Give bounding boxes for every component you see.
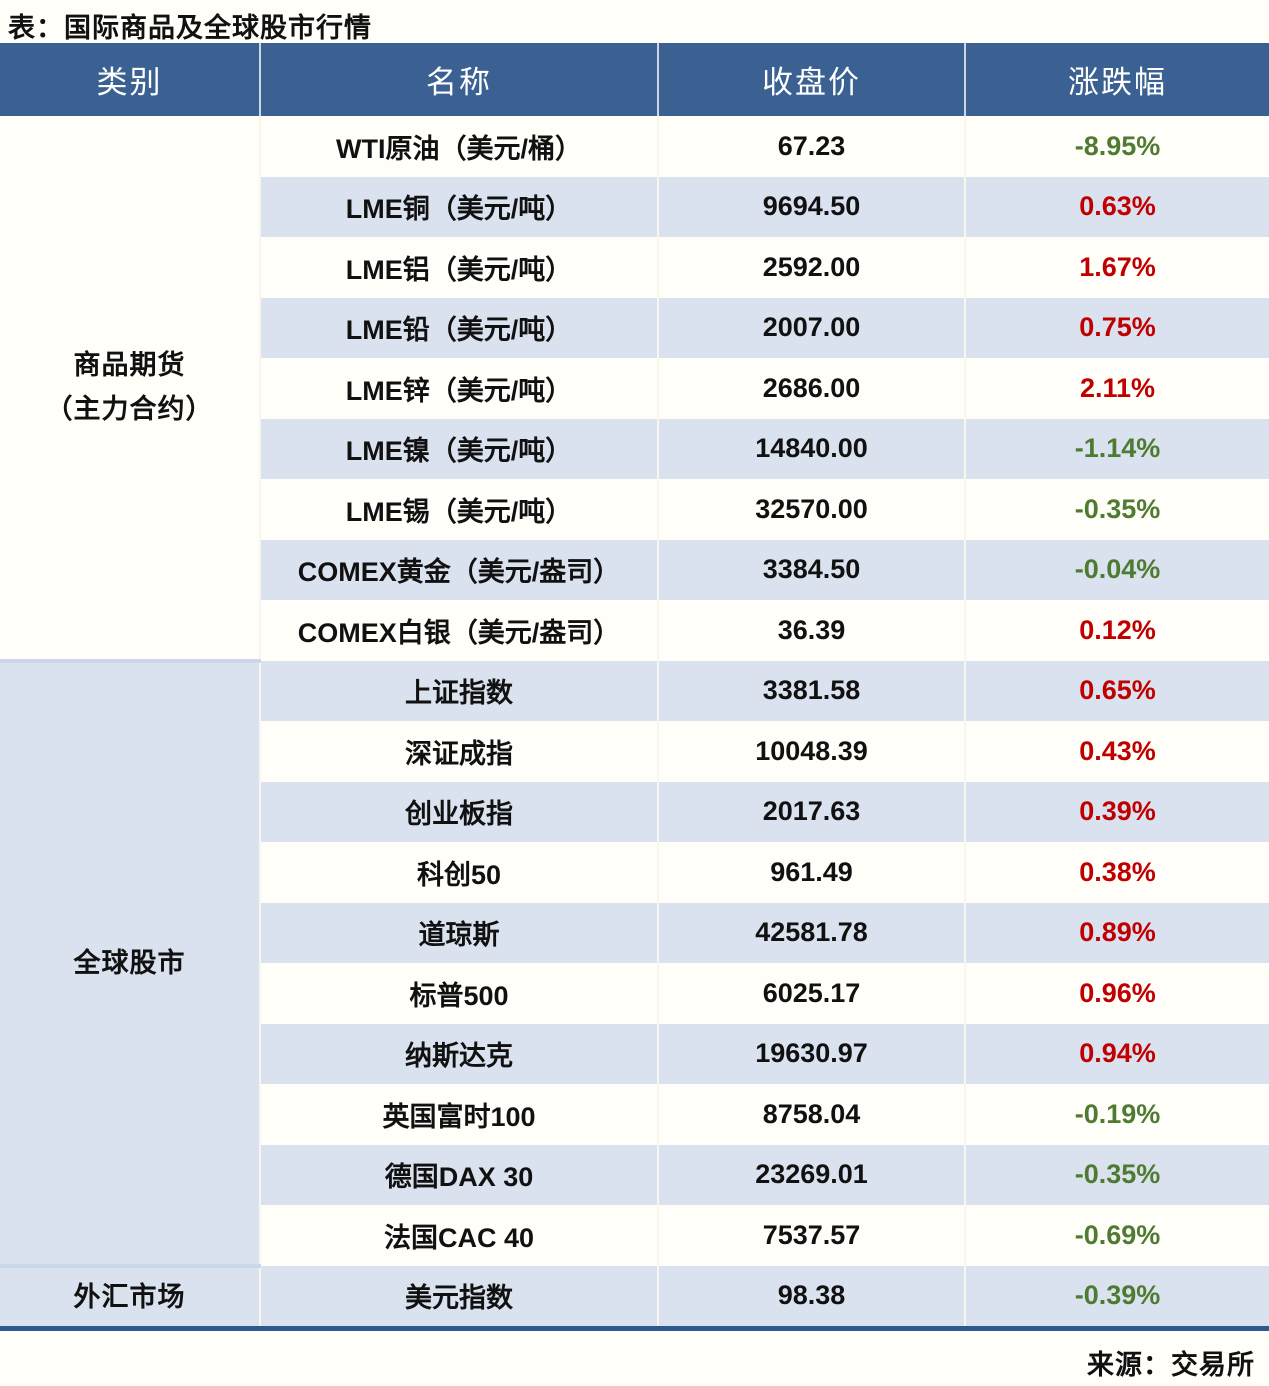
table-row: LME铝（美元/吨） 2592.00 1.67% bbox=[0, 237, 1269, 298]
change-pct-cell: -0.39% bbox=[965, 1265, 1269, 1326]
table-row: COMEX白银（美元/盎司） 36.39 0.12% bbox=[0, 600, 1269, 661]
name-cell: 深证成指 bbox=[260, 721, 659, 782]
name-cell: 美元指数 bbox=[260, 1265, 659, 1326]
table-row: 商品期货 （主力合约） WTI原油（美元/桶） 67.23 -8.95% bbox=[0, 116, 1269, 663]
change-pct-cell: -0.69% bbox=[1074, 1219, 1161, 1250]
header-cell-change: 涨跌幅 bbox=[965, 43, 1269, 116]
close-price-cell: 98.38 bbox=[658, 1265, 966, 1326]
close-price-cell: 2686.00 bbox=[658, 358, 966, 419]
change-pct-cell: 0.12% bbox=[1079, 614, 1156, 645]
change-pct-cell: 0.43% bbox=[1079, 735, 1156, 766]
change-pct-cell: -0.35% bbox=[965, 1144, 1269, 1205]
change-pct-cell: 0.38% bbox=[1079, 856, 1156, 887]
name-cell: 道琼斯 bbox=[260, 902, 659, 963]
source-label: 来源：交易所 bbox=[1087, 1350, 1255, 1380]
name-cell: 科创50 bbox=[260, 842, 659, 903]
change-pct-cell: -0.04% bbox=[965, 539, 1269, 600]
change-pct-cell: -0.19% bbox=[1074, 1098, 1161, 1129]
category-cell: 外汇市场 bbox=[0, 1265, 261, 1326]
table-row: 法国CAC 40 7537.57 -0.69% bbox=[0, 1205, 1269, 1266]
page-title: 表：国际商品及全球股市行情 bbox=[8, 13, 372, 43]
table-row: 德国DAX 30 23269.01 -0.35% bbox=[0, 1144, 1269, 1205]
table-row: COMEX黄金（美元/盎司） 3384.50 -0.04% bbox=[0, 539, 1269, 600]
table-body: 商品期货 （主力合约） WTI原油（美元/桶） 67.23 -8.95% LME铜（美元/… bbox=[0, 116, 1269, 1326]
name-cell: COMEX黄金（美元/盎司） bbox=[260, 539, 659, 600]
table-row: 深证成指 10048.39 0.43% bbox=[0, 721, 1269, 782]
table-row: 全球股市 上证指数 3381.58 0.65% bbox=[0, 660, 1269, 1268]
close-price-cell: 2007.00 bbox=[658, 297, 966, 358]
table-row: LME铅（美元/吨） 2007.00 0.75% bbox=[0, 297, 1269, 358]
name-cell: WTI原油（美元/桶） bbox=[260, 116, 659, 177]
table-row: 科创50 961.49 0.38% bbox=[0, 842, 1269, 903]
table-bottom-border bbox=[0, 1326, 1269, 1331]
name-cell: 上证指数 bbox=[260, 660, 659, 721]
close-price-cell: 3381.58 bbox=[658, 660, 966, 721]
category-cell: 全球股市 bbox=[0, 660, 261, 1268]
table-row: 外汇市场 美元指数 98.38 -0.39% bbox=[0, 1265, 1269, 1326]
table-row: LME锌（美元/吨） 2686.00 2.11% bbox=[0, 358, 1269, 419]
name-cell: 英国富时100 bbox=[260, 1084, 659, 1145]
close-price-cell: 2017.63 bbox=[658, 781, 966, 842]
header-cell-close: 收盘价 bbox=[658, 43, 966, 116]
change-pct-cell: 0.63% bbox=[965, 176, 1269, 237]
change-pct-cell: 0.39% bbox=[965, 781, 1269, 842]
close-price-cell: 961.49 bbox=[658, 842, 966, 903]
change-pct-cell: 0.96% bbox=[1079, 977, 1156, 1008]
change-pct-cell: 0.75% bbox=[965, 297, 1269, 358]
table-row: LME锡（美元/吨） 32570.00 -0.35% bbox=[0, 479, 1269, 540]
close-price-cell: 14840.00 bbox=[658, 418, 966, 479]
name-cell: 纳斯达克 bbox=[260, 1023, 659, 1084]
name-cell: LME铅（美元/吨） bbox=[260, 297, 659, 358]
name-cell: LME锡（美元/吨） bbox=[260, 479, 659, 540]
change-pct-cell: 1.67% bbox=[1079, 251, 1156, 282]
close-price-cell: 36.39 bbox=[658, 600, 966, 661]
close-price-cell: 23269.01 bbox=[658, 1144, 966, 1205]
header-cell-category: 类别 bbox=[0, 43, 261, 116]
change-pct-cell: -8.95% bbox=[1074, 130, 1161, 161]
change-pct-cell: -0.35% bbox=[1074, 493, 1161, 524]
table-row: 道琼斯 42581.78 0.89% bbox=[0, 902, 1269, 963]
close-price-cell: 8758.04 bbox=[658, 1084, 966, 1145]
name-cell: 法国CAC 40 bbox=[260, 1205, 659, 1266]
name-cell: LME铜（美元/吨） bbox=[260, 176, 659, 237]
change-pct-cell: -1.14% bbox=[965, 418, 1269, 479]
close-price-cell: 10048.39 bbox=[658, 721, 966, 782]
close-price-cell: 7537.57 bbox=[658, 1205, 966, 1266]
header-cell-name: 名称 bbox=[260, 43, 659, 116]
table-row: 纳斯达克 19630.97 0.94% bbox=[0, 1023, 1269, 1084]
name-cell: 标普500 bbox=[260, 963, 659, 1024]
change-pct-cell: 0.89% bbox=[965, 902, 1269, 963]
name-cell: 创业板指 bbox=[260, 781, 659, 842]
table-row: LME镍（美元/吨） 14840.00 -1.14% bbox=[0, 418, 1269, 479]
table-row: LME铜（美元/吨） 9694.50 0.63% bbox=[0, 176, 1269, 237]
table-row: 创业板指 2017.63 0.39% bbox=[0, 781, 1269, 842]
table-row: 英国富时100 8758.04 -0.19% bbox=[0, 1084, 1269, 1145]
change-pct-cell: 0.94% bbox=[965, 1023, 1269, 1084]
close-price-cell: 19630.97 bbox=[658, 1023, 966, 1084]
close-price-cell: 67.23 bbox=[658, 116, 966, 177]
name-cell: LME铝（美元/吨） bbox=[260, 237, 659, 298]
close-price-cell: 9694.50 bbox=[658, 176, 966, 237]
close-price-cell: 6025.17 bbox=[658, 963, 966, 1024]
category-cell: 商品期货 （主力合约） bbox=[0, 116, 261, 663]
table-row: 标普500 6025.17 0.96% bbox=[0, 963, 1269, 1024]
change-pct-cell: 2.11% bbox=[1079, 372, 1156, 403]
change-pct-cell: 0.65% bbox=[965, 660, 1269, 721]
name-cell: 德国DAX 30 bbox=[260, 1144, 659, 1205]
close-price-cell: 3384.50 bbox=[658, 539, 966, 600]
market-table: 类别 名称 收盘价 涨跌幅 商品期货 （主力合约） WTI原油（美元/桶） 67.23… bbox=[0, 43, 1269, 1326]
name-cell: LME锌（美元/吨） bbox=[260, 358, 659, 419]
name-cell: COMEX白银（美元/盎司） bbox=[260, 600, 659, 661]
close-price-cell: 2592.00 bbox=[658, 237, 966, 298]
close-price-cell: 42581.78 bbox=[658, 902, 966, 963]
table-header-row: 类别 名称 收盘价 涨跌幅 bbox=[0, 43, 1269, 116]
name-cell: LME镍（美元/吨） bbox=[260, 418, 659, 479]
close-price-cell: 32570.00 bbox=[658, 479, 966, 540]
